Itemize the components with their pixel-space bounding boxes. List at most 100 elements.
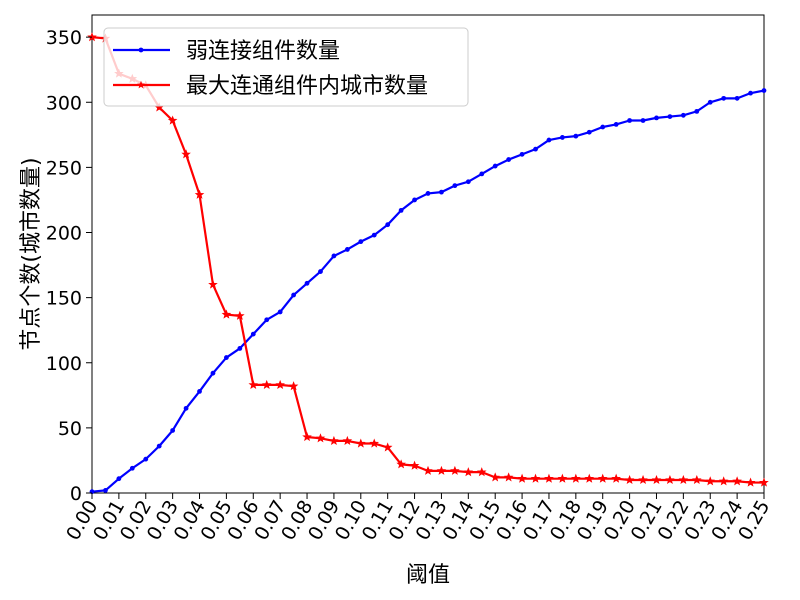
data-point	[356, 438, 366, 448]
data-point	[718, 476, 729, 486]
y-tick-label: 50	[58, 418, 82, 440]
plot-area	[91, 14, 765, 494]
data-point	[385, 222, 391, 228]
data-point	[221, 309, 232, 319]
data-point	[586, 129, 592, 135]
legend-marker	[138, 47, 144, 53]
data-point	[412, 197, 417, 203]
data-point	[264, 317, 270, 323]
data-point	[519, 151, 525, 157]
data-point	[463, 467, 474, 477]
data-point	[436, 465, 447, 475]
data-point	[398, 207, 404, 213]
data-point	[517, 473, 527, 483]
data-point	[584, 473, 595, 483]
y-tick-label: 0	[70, 483, 82, 505]
data-point	[409, 460, 420, 470]
data-point	[678, 474, 689, 485]
data-point	[613, 122, 619, 127]
data-point	[721, 95, 727, 101]
data-point	[261, 379, 272, 389]
data-point	[503, 472, 514, 482]
data-point	[342, 435, 353, 445]
data-point	[197, 389, 202, 394]
data-point	[573, 133, 579, 139]
data-point	[181, 149, 191, 159]
data-point	[530, 473, 541, 483]
data-point	[546, 137, 552, 143]
data-point	[761, 88, 767, 93]
legend-label-largest-component-cities: 最大连通组件内城市数量	[186, 74, 428, 99]
data-point	[291, 292, 296, 298]
legend-label-weak-components: 弱连接组件数量	[186, 39, 340, 64]
data-point	[611, 473, 621, 483]
data-point	[224, 355, 229, 360]
data-point	[329, 435, 339, 445]
data-point	[654, 115, 659, 121]
data-point	[707, 99, 713, 105]
data-point	[425, 191, 431, 196]
data-point	[600, 124, 606, 130]
data-point	[143, 456, 149, 462]
x-axis: 0.000.010.020.030.040.050.060.070.080.09…	[62, 493, 774, 544]
data-point	[748, 90, 753, 96]
y-tick-label: 100	[46, 353, 82, 375]
plot-frame	[91, 14, 765, 494]
data-point	[640, 118, 646, 123]
data-point	[439, 189, 444, 195]
data-point	[450, 465, 460, 475]
series-layer	[87, 32, 769, 495]
data-point	[705, 476, 716, 486]
y-tick-label: 150	[46, 288, 82, 310]
y-axis: 0 50 100 150 200 250 300 350	[46, 27, 92, 505]
data-point	[275, 379, 285, 389]
data-point	[288, 381, 299, 391]
data-point	[318, 269, 323, 274]
data-point	[533, 146, 538, 152]
data-point	[694, 108, 700, 114]
data-point	[423, 465, 433, 475]
data-point	[667, 114, 673, 119]
data-point	[129, 465, 135, 471]
data-point	[194, 189, 205, 199]
data-point	[210, 370, 216, 376]
data-point	[759, 477, 769, 487]
data-point	[452, 183, 458, 189]
legend-box	[103, 27, 469, 107]
data-point	[156, 443, 162, 449]
data-point	[167, 115, 178, 125]
data-point	[624, 474, 635, 485]
data-point	[734, 95, 740, 101]
x-axis-title: 阈值	[406, 563, 450, 588]
data-point	[396, 459, 406, 469]
data-point	[465, 179, 471, 185]
y-tick-label: 200	[46, 223, 82, 245]
series-0	[89, 88, 767, 495]
data-point	[544, 473, 554, 483]
series-1	[87, 32, 769, 487]
data-point	[597, 473, 608, 483]
legend-item-largest-component-cities: 最大连通组件内城市数量	[113, 74, 428, 99]
y-tick-label: 300	[46, 92, 82, 114]
data-point	[302, 431, 312, 442]
y-tick-label: 350	[46, 27, 82, 49]
data-point	[680, 112, 686, 118]
data-point	[745, 477, 756, 487]
data-point	[479, 171, 485, 177]
data-point	[571, 473, 581, 483]
data-point	[490, 472, 500, 482]
data-point	[237, 346, 243, 351]
data-point	[369, 438, 380, 448]
data-point	[235, 310, 245, 320]
y-tick-label: 250	[46, 157, 82, 179]
data-point	[277, 309, 283, 315]
data-point	[304, 280, 310, 286]
data-point	[248, 379, 259, 389]
data-point	[170, 428, 176, 433]
data-point	[476, 467, 487, 477]
data-point	[382, 442, 393, 452]
data-point	[103, 487, 108, 493]
data-point	[371, 232, 377, 238]
series-line	[91, 89, 765, 493]
